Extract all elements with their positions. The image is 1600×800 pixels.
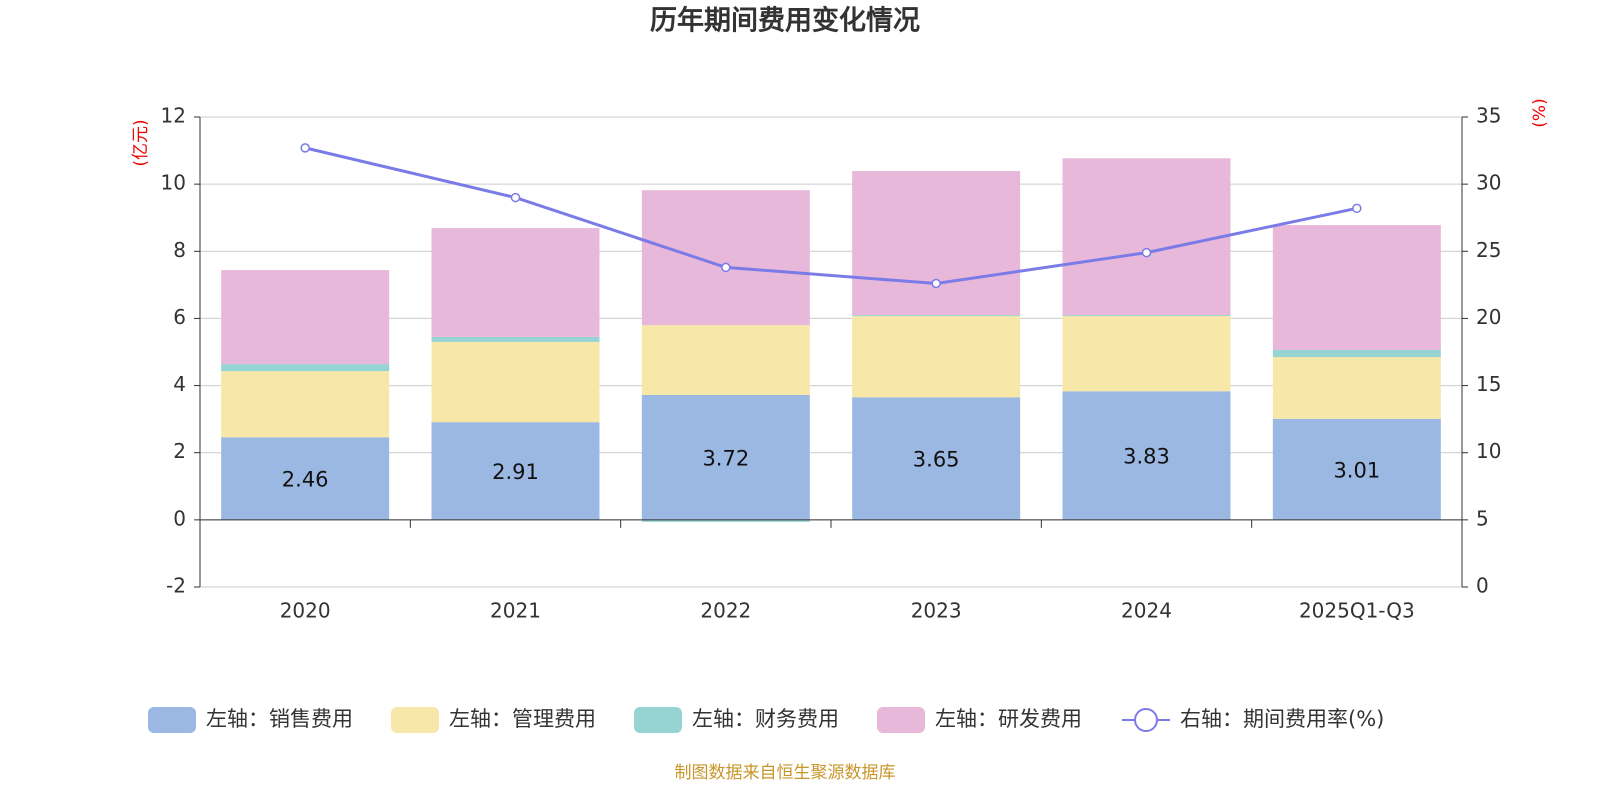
bar [221, 437, 390, 520]
bar [431, 422, 600, 520]
x-tick-label: 2023 [911, 599, 962, 623]
legend-swatch [634, 707, 682, 733]
line-point [510, 192, 521, 203]
y2-axis-label: (%) [1530, 98, 1550, 127]
legend-swatch [148, 707, 196, 733]
legend-swatch [1134, 708, 1158, 732]
y-axis-label: (亿元) [131, 119, 151, 166]
bar [641, 519, 810, 522]
y2-tick-label: 15 [1476, 372, 1501, 396]
x-tick-label: 2021 [490, 599, 541, 623]
y2-tick-label: 20 [1476, 305, 1501, 329]
y2-tick-label: 0 [1476, 574, 1489, 598]
data-label: 2.46 [282, 468, 329, 492]
x-tick-label: 2025Q1-Q3 [1299, 599, 1415, 623]
y2-tick-label: 25 [1476, 238, 1501, 262]
y2-tick-label: 35 [1476, 104, 1501, 128]
bar [431, 336, 600, 342]
source-note: 制图数据来自恒生聚源数据库 [675, 763, 896, 783]
bar [431, 228, 600, 337]
legend-swatch [391, 707, 439, 733]
bar [852, 171, 1021, 316]
y2-tick-label: 5 [1476, 506, 1489, 530]
bar [1272, 357, 1441, 419]
legend-swatch [877, 707, 925, 733]
bar [1062, 391, 1231, 520]
bar [852, 397, 1021, 520]
line-point [1141, 247, 1152, 258]
line-point [1352, 203, 1362, 214]
y-tick-label: 8 [173, 238, 186, 262]
y2-tick-label: 30 [1476, 171, 1501, 195]
bar [221, 270, 390, 365]
bar [1272, 349, 1441, 358]
bar [852, 315, 1021, 317]
bar [221, 371, 390, 438]
y-tick-label: -2 [166, 574, 186, 598]
line-point [721, 262, 731, 273]
legend-label: 左轴：研发费用 [935, 707, 1082, 731]
bar [431, 341, 600, 423]
data-label: 2.91 [492, 460, 539, 484]
bar [1062, 315, 1231, 317]
legend-label: 左轴：管理费用 [449, 707, 596, 731]
legend-label: 左轴：销售费用 [206, 707, 353, 731]
line-point [931, 278, 941, 289]
bar [641, 325, 810, 395]
data-label: 3.65 [913, 448, 960, 472]
y-tick-label: 2 [173, 439, 186, 463]
chart-title: 历年期间费用变化情况 [650, 5, 920, 37]
y-tick-label: 6 [173, 305, 186, 329]
y-tick-label: 10 [161, 171, 186, 195]
y-tick-label: 4 [173, 372, 186, 396]
y2-tick-label: 10 [1476, 439, 1501, 463]
legend-label: 右轴：期间费用率(%) [1180, 707, 1384, 731]
legend-label: 左轴：财务费用 [692, 707, 839, 731]
x-tick-label: 2024 [1121, 599, 1172, 623]
bar [641, 190, 810, 326]
bar [852, 316, 1021, 398]
data-label: 3.72 [702, 446, 749, 470]
data-label: 3.83 [1123, 445, 1170, 469]
y-tick-label: 0 [173, 506, 186, 530]
bar [1062, 316, 1231, 392]
bar [1062, 158, 1231, 316]
bar [221, 364, 390, 372]
y-tick-label: 12 [161, 104, 186, 128]
x-tick-label: 2022 [700, 599, 751, 623]
x-tick-label: 2020 [280, 599, 331, 623]
bar [1272, 225, 1441, 350]
line-point [300, 143, 310, 153]
bar [641, 394, 810, 520]
line [304, 146, 1358, 286]
bar [1272, 418, 1441, 520]
data-label: 3.01 [1333, 458, 1380, 482]
